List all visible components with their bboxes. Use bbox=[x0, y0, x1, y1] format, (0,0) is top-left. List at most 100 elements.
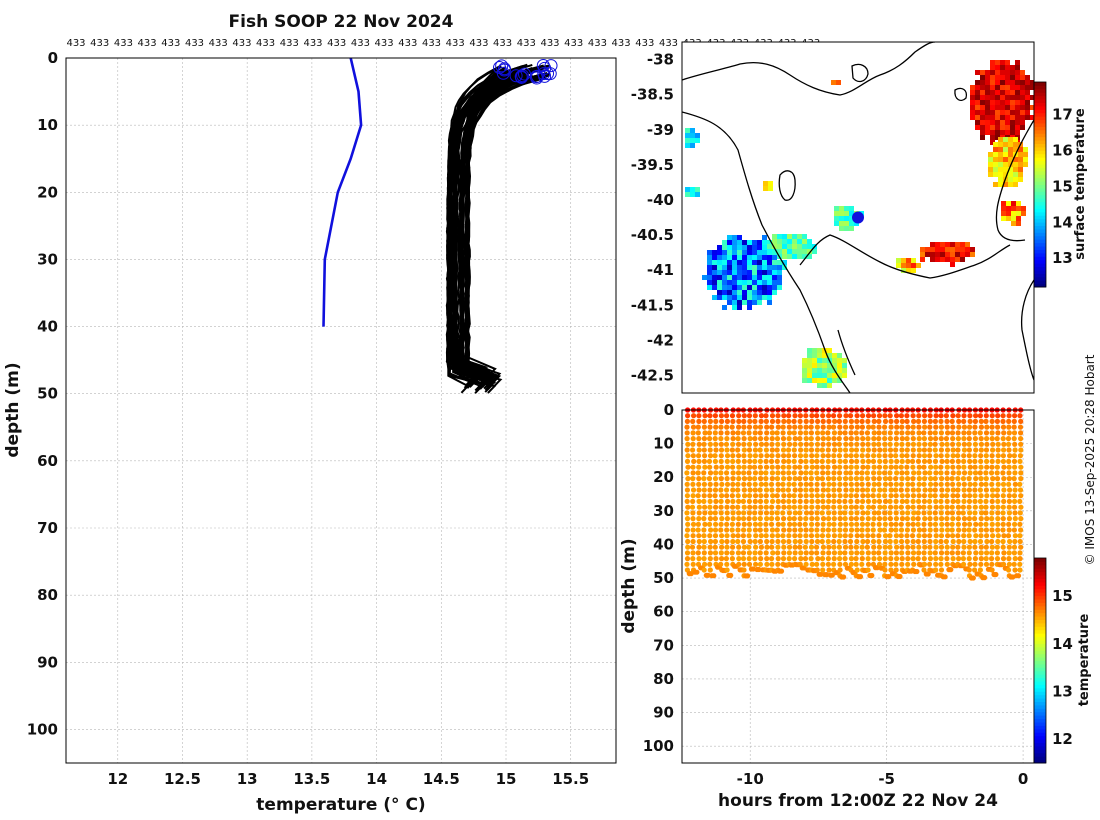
temperature-sample bbox=[933, 538, 939, 545]
temperature-sample bbox=[763, 550, 769, 556]
temperature-sample bbox=[938, 418, 944, 424]
map-colorbar-segment bbox=[1034, 177, 1046, 182]
temperature-sample bbox=[865, 413, 872, 419]
temperature-sample bbox=[831, 516, 837, 522]
sst-cell bbox=[998, 142, 1003, 147]
temperature-sample bbox=[922, 424, 928, 430]
sst-cell bbox=[737, 235, 742, 240]
temperature-sample bbox=[837, 424, 843, 430]
temperature-sample bbox=[808, 430, 815, 436]
temperature-sample bbox=[1018, 441, 1024, 447]
temperature-sample bbox=[753, 441, 759, 447]
temperature-sample bbox=[910, 544, 916, 550]
sst-cell bbox=[802, 244, 807, 249]
temperature-sample bbox=[978, 510, 985, 516]
temperature-sample bbox=[746, 544, 752, 550]
temperature-sample bbox=[944, 470, 950, 476]
observed-cast-line bbox=[460, 73, 503, 388]
temperature-sample bbox=[696, 533, 702, 539]
temperature-sample bbox=[746, 481, 752, 487]
temperature-sample bbox=[1017, 413, 1023, 419]
temperature-sample bbox=[808, 550, 815, 556]
temperature-sample bbox=[764, 561, 770, 567]
temperature-sample bbox=[904, 487, 910, 493]
sst-cell bbox=[737, 275, 742, 280]
sst-cell bbox=[712, 250, 717, 255]
temperature-sample bbox=[791, 470, 797, 476]
sst-cell bbox=[1030, 115, 1034, 120]
temperature-sample bbox=[741, 447, 747, 453]
temperature-sample bbox=[711, 573, 717, 579]
sst-cell bbox=[772, 255, 777, 260]
sst-cell bbox=[1006, 216, 1011, 221]
temperature-sample bbox=[712, 550, 719, 556]
temperature-sample bbox=[752, 556, 758, 562]
temperature-sample bbox=[1018, 464, 1024, 470]
temperature-sample bbox=[696, 464, 702, 470]
figure-title: Fish SOOP 22 Nov 2024 bbox=[229, 12, 454, 32]
temperature-sample bbox=[911, 561, 917, 567]
temperature-sample bbox=[769, 418, 776, 424]
timeseries-x-tick-label: -5 bbox=[878, 770, 895, 788]
temperature-sample bbox=[763, 498, 769, 504]
temperature-sample bbox=[1017, 538, 1023, 545]
sst-cell bbox=[685, 187, 690, 192]
temperature-sample bbox=[894, 470, 900, 476]
temperature-sample bbox=[825, 538, 831, 545]
temperature-sample bbox=[961, 561, 967, 567]
timeseries-colorbar-segment bbox=[1034, 704, 1046, 709]
temperature-sample bbox=[729, 447, 736, 453]
timeseries-colorbar-segment bbox=[1034, 640, 1046, 644]
temperature-sample bbox=[803, 430, 809, 436]
temperature-sample bbox=[938, 430, 945, 436]
temperature-sample bbox=[780, 470, 786, 476]
temperature-sample bbox=[860, 538, 866, 545]
profile-top-annotation: 433 bbox=[469, 38, 488, 49]
temperature-sample bbox=[735, 470, 742, 476]
temperature-sample bbox=[792, 556, 798, 562]
temperature-sample bbox=[848, 458, 855, 464]
temperature-sample bbox=[972, 458, 978, 464]
sst-cell bbox=[990, 105, 995, 110]
temperature-sample bbox=[712, 527, 719, 533]
timeseries-colorbar-segment bbox=[1034, 711, 1046, 716]
map-colorbar-segment bbox=[1034, 198, 1046, 203]
temperature-sample bbox=[792, 538, 798, 545]
temperature-sample bbox=[798, 470, 804, 476]
temperature-sample bbox=[763, 470, 769, 476]
map-y-tick-label: -38.5 bbox=[631, 86, 674, 104]
timeseries-colorbar-segment bbox=[1034, 742, 1046, 747]
sst-cell bbox=[717, 285, 722, 290]
sst-cell bbox=[732, 295, 737, 300]
temperature-sample bbox=[921, 533, 928, 539]
temperature-sample bbox=[764, 424, 770, 430]
sst-cell bbox=[993, 147, 998, 152]
temperature-sample bbox=[972, 430, 978, 436]
map-colorbar-segment bbox=[1034, 187, 1046, 192]
temperature-sample bbox=[882, 493, 888, 499]
temperature-sample bbox=[825, 436, 832, 442]
temperature-sample bbox=[955, 493, 961, 499]
temperature-sample bbox=[966, 430, 972, 436]
temperature-sample bbox=[696, 544, 702, 550]
temperature-sample bbox=[877, 447, 883, 453]
temperature-sample bbox=[1000, 544, 1006, 550]
sst-cell bbox=[998, 137, 1003, 142]
map-colorbar-segment bbox=[1034, 119, 1046, 124]
temperature-sample bbox=[882, 413, 888, 419]
temperature-sample bbox=[1006, 476, 1012, 482]
temperature-sample bbox=[938, 424, 945, 430]
map-colorbar-segment bbox=[1034, 95, 1046, 100]
temperature-sample bbox=[702, 413, 708, 419]
temperature-sample bbox=[792, 436, 798, 442]
temperature-sample bbox=[763, 487, 770, 493]
temperature-sample bbox=[696, 510, 702, 516]
temperature-sample bbox=[819, 510, 825, 516]
sst-cell bbox=[1020, 125, 1025, 130]
temperature-sample bbox=[853, 504, 859, 510]
sst-cell bbox=[975, 110, 980, 115]
temperature-sample bbox=[859, 516, 865, 522]
timeseries-colorbar-segment bbox=[1034, 756, 1046, 761]
temperature-sample bbox=[814, 424, 821, 430]
temperature-sample bbox=[978, 516, 984, 522]
